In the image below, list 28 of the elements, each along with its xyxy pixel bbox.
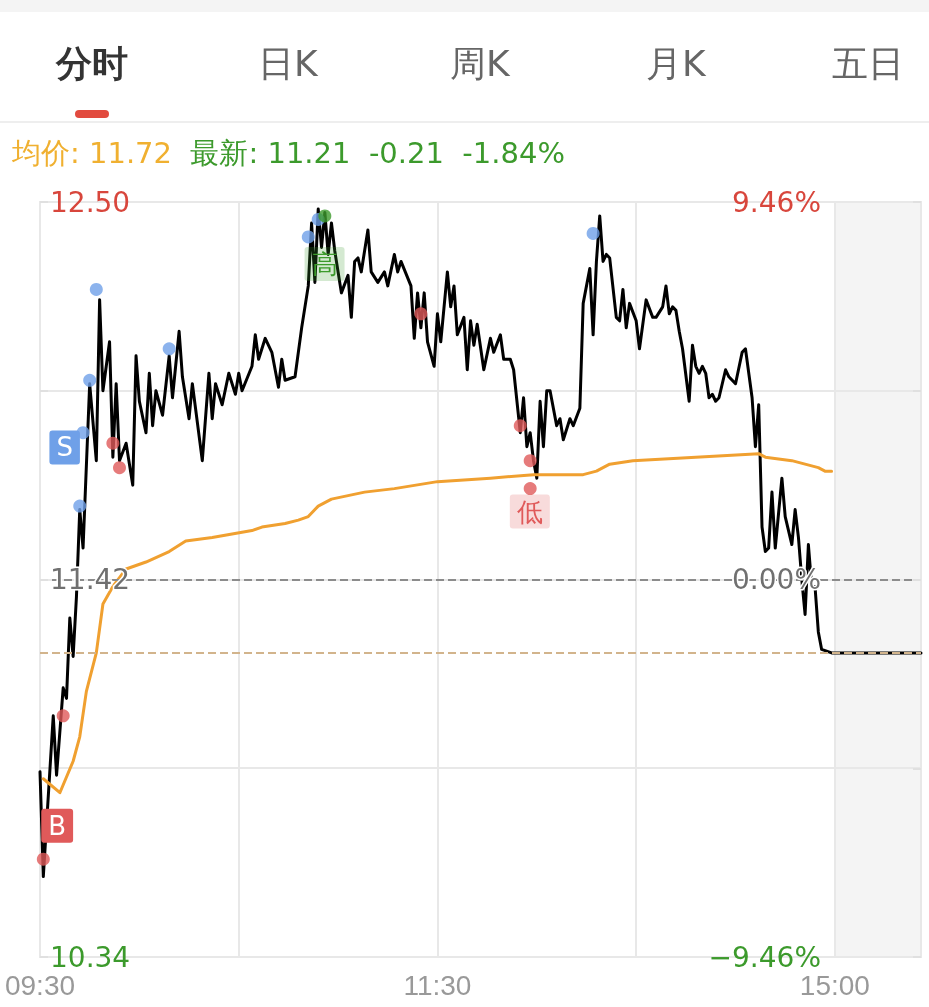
chart-title: 均价: 11.72	[12, 136, 173, 170]
text: 月K	[646, 42, 706, 86]
point	[414, 307, 428, 321]
x-tick-label: 11:30	[403, 969, 472, 1001]
point	[83, 373, 97, 387]
point	[523, 454, 537, 468]
annotation: B	[48, 810, 67, 841]
point	[301, 230, 315, 244]
point	[318, 209, 332, 223]
chart-subtitle: 最新: 11.21 -0.21 -1.84%	[189, 136, 565, 170]
text: 分时	[56, 42, 128, 86]
point	[73, 499, 87, 513]
point	[106, 436, 120, 450]
text: 周K	[450, 42, 510, 86]
text: 五日	[832, 42, 904, 86]
point	[523, 482, 537, 496]
point	[113, 461, 126, 475]
y-tick-label: 12.50	[50, 185, 131, 219]
point	[586, 226, 600, 240]
point	[89, 282, 103, 296]
point	[162, 342, 176, 356]
annotation: S	[56, 432, 73, 463]
point	[36, 852, 50, 866]
text: 日K	[258, 42, 318, 86]
annotation: 低	[516, 496, 543, 527]
y2-tick-label: 9.46%	[732, 185, 821, 219]
point	[513, 419, 527, 433]
point	[56, 709, 70, 723]
